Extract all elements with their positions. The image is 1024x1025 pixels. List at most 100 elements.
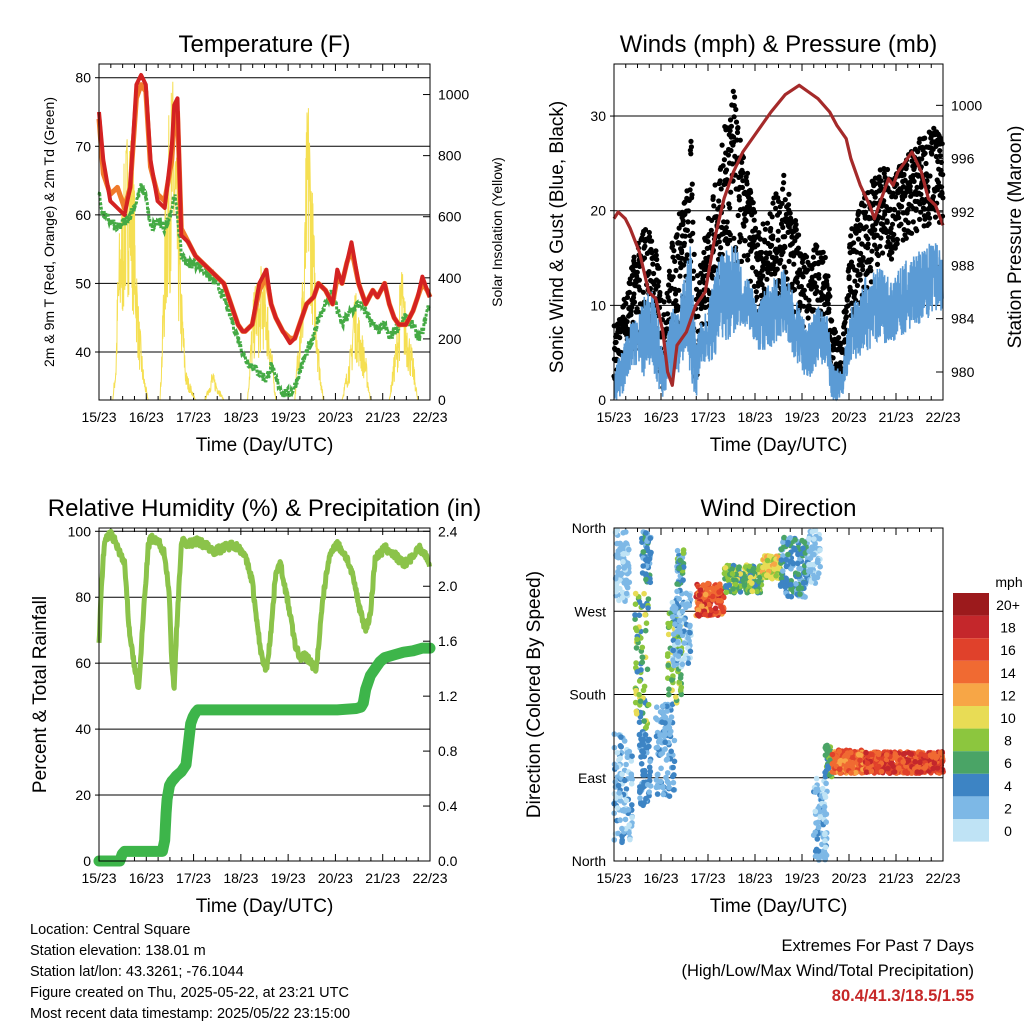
gust-point [881, 170, 887, 176]
direction-point [687, 648, 694, 655]
colorbar-swatch [953, 751, 989, 774]
gust-point [929, 151, 935, 157]
gust-point [679, 255, 685, 261]
direction-point [646, 764, 653, 770]
direction-point [741, 582, 748, 589]
rh-panel-xlabel: Time (Day/UTC) [196, 896, 334, 917]
gust-point [907, 187, 913, 193]
gust-point [671, 248, 677, 254]
direction-point [769, 575, 775, 582]
gust-point [937, 148, 943, 154]
direction-point [811, 551, 817, 558]
gust-point [749, 265, 756, 271]
y-tick-label: 60 [75, 655, 91, 671]
x-tick-label: 15/23 [596, 870, 631, 886]
gust-point [927, 173, 933, 179]
direction-point [645, 605, 651, 611]
direction-point [801, 539, 808, 546]
direction-point [670, 647, 676, 654]
direction-point [817, 547, 823, 553]
gust-point [653, 252, 659, 258]
direction-panel-xlabel: Time (Day/UTC) [710, 896, 848, 917]
colorbar-label: 10 [1000, 710, 1016, 726]
direction-point [670, 773, 676, 780]
direction-point [819, 853, 826, 860]
direction-point [674, 588, 680, 595]
gust-point [656, 265, 662, 271]
direction-point [780, 553, 786, 559]
gust-point [727, 232, 733, 238]
gust-point [705, 239, 711, 245]
direction-point [802, 594, 808, 600]
extremes-values: 80.4/41.3/18.5/1.55 [831, 987, 974, 1005]
direction-point [646, 789, 652, 795]
gust-point [911, 178, 917, 184]
gust-point [733, 106, 739, 113]
direction-point [617, 577, 623, 584]
gust-point [921, 206, 927, 212]
direction-point [811, 536, 817, 542]
gust-point [769, 214, 775, 220]
gust-point [763, 255, 769, 261]
gust-point [730, 134, 737, 140]
gust-point [649, 250, 655, 256]
y2-tick-label: 400 [438, 270, 462, 286]
gust-point [748, 189, 754, 195]
direction-point [653, 777, 660, 783]
x-tick-label: 18/23 [737, 870, 772, 886]
y-tick-label: 70 [75, 138, 91, 154]
colorbar-swatch [953, 796, 989, 819]
x-tick-label: 15/23 [596, 409, 631, 425]
y2-tick-label: 0.8 [438, 743, 458, 759]
direction-point [891, 769, 898, 775]
direction-point [780, 539, 786, 545]
colorbar-label: 14 [1000, 665, 1016, 681]
direction-point [666, 686, 672, 692]
direction-point [732, 581, 739, 588]
direction-point [806, 568, 812, 575]
direction-point [674, 547, 681, 554]
direction-point [655, 771, 661, 778]
gust-point [786, 191, 792, 197]
gust-point [874, 232, 880, 238]
gust-point [681, 262, 687, 268]
colorbar-swatch [953, 683, 989, 706]
gust-point [743, 217, 749, 224]
gust-point [767, 250, 773, 256]
gust-point [937, 153, 943, 159]
gust-point [719, 142, 725, 148]
direction-point [641, 590, 647, 597]
direction-point [670, 764, 676, 771]
gust-point [894, 241, 900, 247]
gust-point [730, 88, 736, 94]
wind-ylabel-right: Station Pressure (Maroon) [1005, 126, 1024, 349]
gust-point [891, 231, 897, 238]
gust-point [613, 339, 619, 345]
station-info: Location: Central Square Station elevati… [30, 920, 350, 1025]
direction-point [636, 719, 643, 725]
gust-point [907, 183, 913, 189]
direction-point [632, 601, 639, 607]
gust-point [905, 206, 911, 212]
direction-point [670, 779, 677, 786]
direction-point [817, 814, 824, 820]
direction-point [797, 591, 803, 597]
gust-point [736, 197, 743, 203]
gust-point [856, 209, 862, 215]
gust-point [795, 245, 802, 251]
gust-point [851, 240, 857, 246]
direction-point [636, 678, 643, 684]
y2-tick-label: 200 [438, 331, 462, 347]
x-tick-label: 17/23 [176, 409, 211, 425]
direction-point [639, 654, 646, 660]
gust-point [742, 238, 748, 244]
station-latlon: Station lat/lon: 43.3261; -76.1044 [30, 964, 244, 980]
direction-point [929, 754, 936, 760]
direction-point [737, 571, 744, 577]
direction-point [785, 539, 791, 546]
direction-point [647, 758, 653, 765]
gust-point [629, 272, 636, 279]
gust-point [673, 267, 679, 274]
direction-point [757, 574, 763, 581]
